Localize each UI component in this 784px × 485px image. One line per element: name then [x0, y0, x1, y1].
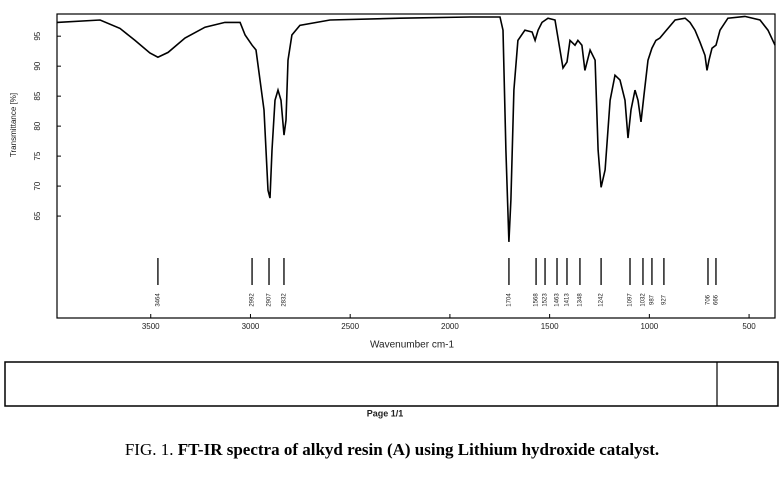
x-axis-label: Wavenumber cm-1	[370, 340, 455, 351]
y-tick-label: 95	[33, 31, 42, 40]
peak-label: 1097	[628, 293, 634, 307]
x-tick-label: 3500	[142, 322, 160, 331]
x-tick-label: 1000	[640, 322, 658, 331]
y-tick-label: 65	[33, 211, 42, 220]
peak-label: 1413	[565, 293, 571, 307]
x-tick-label: 3000	[242, 322, 260, 331]
x-tick-label: 500	[742, 322, 756, 331]
y-tick-label: 75	[33, 151, 42, 160]
footer-box	[4, 361, 779, 407]
peak-label: 3464	[155, 293, 161, 307]
peak-label: 2907	[267, 293, 273, 307]
peak-label: 1704	[507, 293, 513, 307]
peak-label: 927	[661, 294, 667, 305]
peak-label: 1032	[641, 293, 647, 307]
peak-label: 1523	[543, 293, 549, 307]
y-tick-label: 70	[33, 181, 42, 190]
x-tick-label: 2500	[341, 322, 359, 331]
y-tick-label: 80	[33, 121, 42, 130]
y-tick-label: 85	[33, 91, 42, 100]
caption-label: FIG. 1.	[125, 440, 174, 459]
peak-label: 706	[706, 294, 712, 305]
plot-frame	[56, 13, 776, 319]
x-tick-label: 1500	[541, 322, 559, 331]
x-tick-label: 2000	[441, 322, 459, 331]
caption-text: FT-IR spectra of alkyd resin (A) using L…	[178, 440, 659, 459]
peak-label: 1568	[534, 293, 540, 307]
caption: FIG. 1. FT-IR spectra of alkyd resin (A)…	[125, 440, 659, 459]
peak-label: 2992	[250, 293, 256, 307]
peak-label: 2832	[282, 293, 288, 307]
peak-label: 1348	[578, 293, 584, 307]
spectrum-line	[56, 15, 776, 242]
peak-label: 666	[714, 294, 720, 305]
peak-label: 1242	[599, 293, 605, 307]
peak-label: 987	[650, 294, 656, 305]
y-axis-label: Transmittance [%]	[9, 93, 18, 157]
page-number: Page 1/1	[367, 408, 404, 418]
peak-label: 1463	[555, 293, 561, 307]
y-tick-label: 90	[33, 61, 42, 70]
